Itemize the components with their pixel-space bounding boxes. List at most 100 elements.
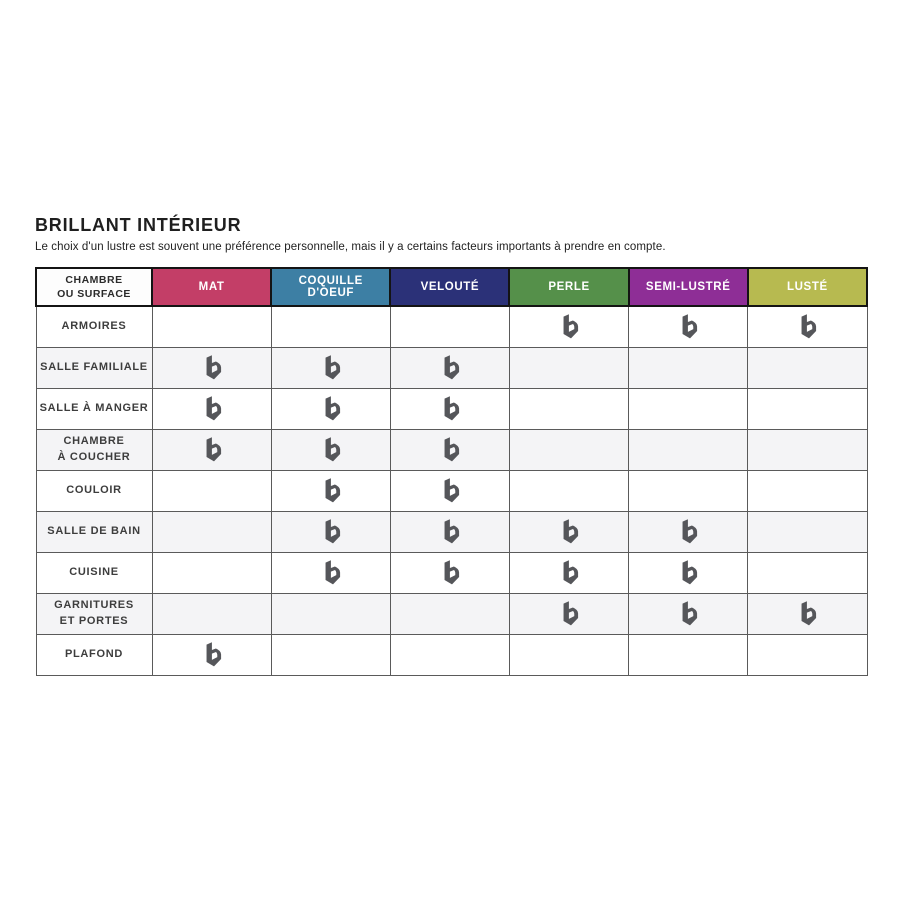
row-label-7: GARNITURES ET PORTES — [35, 592, 153, 635]
cell-4-1-marked — [270, 469, 391, 512]
cell-0-1-empty — [270, 305, 391, 348]
cell-3-4-empty — [628, 428, 749, 471]
cell-6-0-empty — [151, 551, 272, 594]
cell-6-5-empty — [747, 551, 868, 594]
cell-6-1-marked — [270, 551, 391, 594]
cell-5-1-marked — [270, 510, 391, 553]
cell-0-3-marked — [508, 305, 630, 348]
cell-7-4-marked — [628, 592, 749, 635]
cell-2-4-empty — [628, 387, 749, 430]
cell-5-2-marked — [389, 510, 510, 553]
content-area: BRILLANT INTÉRIEUR Le choix d'un lustre … — [35, 215, 869, 676]
brand-b-icon — [206, 355, 221, 380]
brand-b-icon — [325, 396, 340, 421]
cell-8-4-empty — [628, 633, 749, 676]
row-label-2: SALLE À MANGER — [35, 387, 153, 430]
corner-header-chambre-ou-surface: CHAMBRE OU SURFACE — [35, 267, 153, 307]
row-label-3: CHAMBRE À COUCHER — [35, 428, 153, 471]
cell-4-0-empty — [151, 469, 272, 512]
cell-8-2-empty — [389, 633, 510, 676]
cell-6-2-marked — [389, 551, 510, 594]
cell-8-0-marked — [151, 633, 272, 676]
brand-b-icon — [325, 519, 340, 544]
brand-b-icon — [325, 437, 340, 462]
row-label-1: SALLE FAMILIALE — [35, 346, 153, 389]
brand-b-icon — [444, 478, 459, 503]
brand-b-icon — [682, 601, 698, 626]
brand-b-icon — [325, 355, 340, 380]
cell-4-3-empty — [508, 469, 630, 512]
table-row: CHAMBRE À COUCHER — [35, 428, 868, 471]
table-row: COULOIR — [35, 469, 868, 512]
cell-5-3-marked — [508, 510, 630, 553]
brand-b-icon — [444, 560, 459, 585]
sheen-recommendation-table: CHAMBRE OU SURFACE MAT COQUILLE D'OEUF VELOU… — [35, 267, 869, 676]
page-subtitle: Le choix d'un lustre est souvent une pré… — [35, 241, 666, 253]
cell-1-5-empty — [747, 346, 868, 389]
row-label-0: ARMOIRES — [35, 305, 153, 348]
brand-b-icon — [563, 314, 579, 339]
cell-5-0-empty — [151, 510, 272, 553]
cell-2-0-marked — [151, 387, 272, 430]
cell-2-2-marked — [389, 387, 510, 430]
table-row: ARMOIRES — [35, 305, 868, 348]
brand-b-icon — [206, 642, 221, 667]
cell-4-4-empty — [628, 469, 749, 512]
cell-8-1-empty — [270, 633, 391, 676]
table-body: ARMOIRES SALLE FAMILIALE SALLE À MANGER CHA… — [35, 305, 868, 676]
row-label-4: COULOIR — [35, 469, 153, 512]
column-header-1: COQUILLE D'OEUF — [270, 267, 392, 307]
cell-5-5-empty — [747, 510, 868, 553]
brand-b-icon — [563, 519, 579, 544]
column-header-4: SEMI-LUSTRÉ — [627, 267, 749, 307]
cell-2-3-empty — [508, 387, 630, 430]
cell-3-0-marked — [151, 428, 272, 471]
cell-3-1-marked — [270, 428, 391, 471]
table-row: PLAFOND — [35, 633, 868, 676]
cell-3-2-marked — [389, 428, 510, 471]
cell-2-1-marked — [270, 387, 391, 430]
brand-b-icon — [325, 478, 340, 503]
column-header-2: VELOUTÉ — [389, 267, 511, 307]
cell-0-4-marked — [628, 305, 749, 348]
brand-b-icon — [563, 560, 579, 585]
table-row: GARNITURES ET PORTES — [35, 592, 868, 635]
cell-6-3-marked — [508, 551, 630, 594]
column-header-3: PERLE — [508, 267, 630, 307]
cell-8-5-empty — [747, 633, 868, 676]
brand-b-icon — [444, 519, 459, 544]
cell-1-4-empty — [628, 346, 749, 389]
cell-1-2-marked — [389, 346, 510, 389]
brand-b-icon — [682, 560, 698, 585]
cell-1-3-empty — [508, 346, 630, 389]
brand-b-icon — [325, 560, 340, 585]
cell-5-4-marked — [628, 510, 749, 553]
cell-3-5-empty — [747, 428, 868, 471]
cell-0-5-marked — [747, 305, 868, 348]
column-header-0: MAT — [150, 267, 273, 307]
brand-b-icon — [682, 314, 698, 339]
table-header: CHAMBRE OU SURFACE MAT COQUILLE D'OEUF VELOU… — [35, 267, 869, 307]
brand-b-icon — [801, 601, 817, 626]
row-label-6: CUISINE — [35, 551, 153, 594]
brand-b-icon — [206, 437, 221, 462]
cell-1-0-marked — [151, 346, 272, 389]
cell-7-3-marked — [508, 592, 630, 635]
table-row: CUISINE — [35, 551, 868, 594]
cell-7-5-marked — [747, 592, 868, 635]
brand-b-icon — [444, 396, 459, 421]
brand-b-icon — [563, 601, 579, 626]
cell-7-1-empty — [270, 592, 391, 635]
page-title: BRILLANT INTÉRIEUR — [35, 215, 242, 235]
cell-7-0-empty — [151, 592, 272, 635]
row-label-8: PLAFOND — [35, 633, 153, 676]
brand-b-icon — [682, 519, 698, 544]
cell-0-0-empty — [151, 305, 272, 348]
brand-b-icon — [206, 396, 221, 421]
cell-4-2-marked — [389, 469, 510, 512]
cell-4-5-empty — [747, 469, 868, 512]
table-row: SALLE FAMILIALE — [35, 346, 868, 389]
brand-b-icon — [444, 437, 459, 462]
table-row: SALLE DE BAIN — [35, 510, 868, 553]
